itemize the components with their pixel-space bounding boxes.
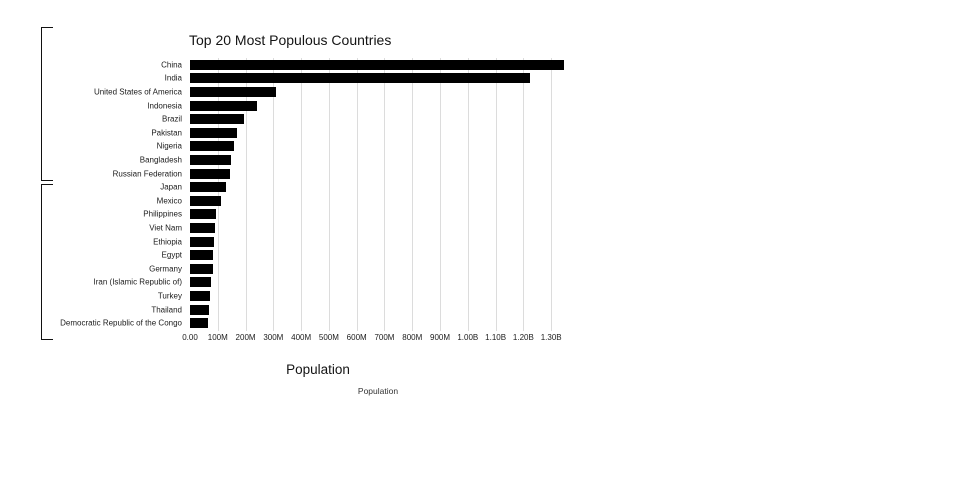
- bar-row: Mexico: [157, 194, 567, 208]
- bar: [190, 127, 238, 138]
- y-axis-label: Bangladesh: [139, 155, 182, 165]
- legend-title: Population: [357, 386, 399, 396]
- gridline: [467, 58, 469, 331]
- bar: [190, 222, 215, 233]
- x-tick-label: 1.10B: [485, 333, 507, 342]
- y-axis-label: Ethiopia: [153, 237, 182, 247]
- x-tick-label: 100M: [207, 333, 228, 342]
- x-axis-title: Population: [286, 362, 350, 377]
- gridline: [523, 58, 525, 331]
- bar: [190, 277, 211, 288]
- bar-row: Nigeria: [157, 140, 567, 154]
- gridline: [440, 58, 442, 331]
- y-axis-label: Turkey: [157, 291, 182, 301]
- y-axis-label: Pakistan: [151, 128, 182, 138]
- x-tick-label: 800M: [402, 333, 423, 342]
- y-axis-label: Mexico: [156, 196, 182, 206]
- y-axis-label: Philippines: [143, 209, 182, 219]
- y-axis-label: Democratic Republic of the Congo: [60, 318, 182, 328]
- x-axis: 0.00 100M 200M 300M 400M 500M 600M 700M 800M 900M…: [182, 333, 567, 345]
- y-axis-label: Thailand: [151, 305, 182, 315]
- bar: [190, 318, 209, 329]
- x-tick-label: 1.20B: [512, 333, 534, 342]
- bar-row: Viet Nam: [149, 221, 567, 235]
- y-axis-label: Viet Nam: [149, 223, 182, 233]
- y-axis-label: Japan: [160, 182, 182, 192]
- bar-row: Philippines: [143, 208, 567, 222]
- x-tick-label: 0.00: [182, 333, 198, 342]
- bar: [190, 236, 214, 247]
- bar-row: Brazil: [162, 112, 567, 126]
- bar: [190, 154, 232, 165]
- y-axis-label: Nigeria: [156, 141, 182, 151]
- bar-row: Iran (Islamic Republic of): [94, 276, 567, 290]
- bar: [190, 59, 565, 70]
- bar: [190, 168, 230, 179]
- bar-row: Pakistan: [151, 126, 567, 140]
- bar: [190, 141, 234, 152]
- gridline: [273, 58, 275, 331]
- bar-row: India: [165, 72, 567, 86]
- facet-bracket-top: [41, 27, 53, 181]
- y-axis-label: Brazil: [161, 114, 182, 124]
- x-tick-label: 500M: [318, 333, 339, 342]
- bar: [190, 250, 213, 261]
- x-tick-label: 1.30B: [540, 333, 562, 342]
- gridline: [551, 58, 553, 331]
- bar: [190, 290, 211, 301]
- y-axis-label: Germany: [149, 264, 182, 274]
- facet-bracket-bottom: [41, 184, 53, 340]
- bar-row: Japan: [160, 180, 567, 194]
- gridline: [245, 58, 247, 331]
- gridline: [384, 58, 386, 331]
- bar: [190, 195, 222, 206]
- bar-row: Egypt: [162, 248, 567, 262]
- bar: [190, 304, 210, 315]
- gridline: [328, 58, 330, 331]
- bar-row: Russian Federation: [113, 167, 567, 181]
- bar-row: China: [161, 58, 567, 72]
- y-axis-label: Egypt: [161, 250, 182, 260]
- chart-title: Top 20 Most Populous Countries: [189, 32, 392, 48]
- x-tick-label: 300M: [263, 333, 284, 342]
- gridline: [217, 58, 219, 331]
- y-axis-label: United States of America: [93, 87, 182, 97]
- x-tick-label: 1.00B: [457, 333, 479, 342]
- gridline: [356, 58, 358, 331]
- bar: [190, 100, 257, 111]
- bar-row: Indonesia: [147, 99, 567, 113]
- bar: [190, 209, 216, 220]
- x-tick-label: 200M: [235, 333, 256, 342]
- bar: [190, 114, 245, 125]
- bar-row: Ethiopia: [153, 235, 567, 249]
- x-tick-label: 600M: [346, 333, 367, 342]
- gridline: [412, 58, 414, 331]
- bar-row: United States of America: [94, 85, 567, 99]
- bar-row: Thailand: [151, 303, 567, 317]
- y-axis-label: India: [164, 73, 182, 83]
- y-axis-label: China: [161, 60, 182, 70]
- bar-row: Bangladesh: [140, 153, 567, 167]
- bar: [190, 263, 213, 274]
- x-tick-label: 400M: [291, 333, 312, 342]
- y-axis-label: Russian Federation: [112, 169, 182, 179]
- bar-row: Germany: [149, 262, 567, 276]
- y-axis-label: Iran (Islamic Republic of): [93, 277, 182, 287]
- bar: [190, 73, 531, 84]
- gridline: [495, 58, 497, 331]
- y-axis-label: Indonesia: [147, 101, 182, 111]
- gridline: [301, 58, 303, 331]
- x-tick-label: 900M: [430, 333, 451, 342]
- x-tick-label: 700M: [374, 333, 395, 342]
- bar-row: Turkey: [158, 289, 567, 303]
- bar: [190, 86, 276, 97]
- bar: [190, 182, 226, 193]
- plot-area: China India United States of America Indone…: [60, 58, 567, 331]
- bar-row: Democratic Republic of the Congo: [60, 316, 567, 330]
